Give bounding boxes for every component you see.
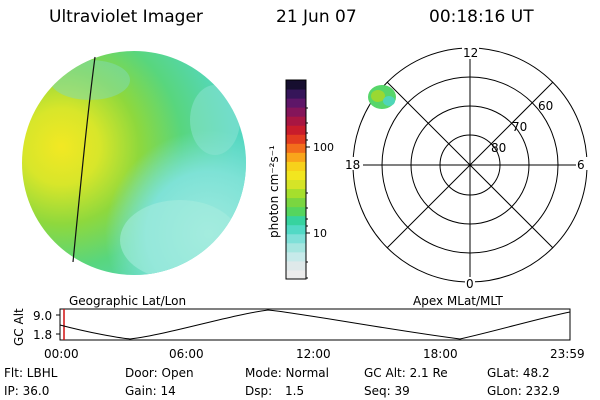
colorbar-cell	[286, 161, 306, 171]
polar-ring-label-70: 70	[512, 120, 527, 134]
x-tick-0600: 06:00	[169, 347, 204, 361]
time-label: 00:18:16 UT	[429, 7, 534, 27]
colorbar-cell	[286, 134, 306, 144]
colorbar-cell	[286, 224, 306, 235]
info-glon: GLon: 232.9	[487, 384, 560, 398]
date-label: 21 Jun 07	[276, 7, 357, 27]
colorbar-cell	[286, 197, 306, 208]
colorbar-cell	[286, 107, 306, 117]
polar-label-18: 18	[345, 158, 360, 172]
colorbar-cell	[286, 98, 306, 108]
colorbar-cell	[286, 269, 306, 280]
polar-label-0: 0	[466, 277, 474, 291]
apex-title: Apex MLat/MLT	[413, 294, 503, 308]
colorbar-cell	[286, 242, 306, 253]
info-gain: Gain: 14	[125, 384, 176, 398]
info-seq: Seq: 39	[364, 384, 410, 398]
info-filter: Flt: LBHL	[4, 366, 58, 380]
info-dsp-label: Dsp:	[245, 384, 273, 398]
info-door: Door: Open	[125, 366, 194, 380]
colorbar-cell	[286, 260, 306, 271]
colorbar-cell	[286, 215, 306, 226]
colorbar-cell	[286, 116, 306, 126]
colorbar-cell	[286, 170, 306, 180]
colorbar-cell	[286, 179, 306, 190]
colorbar-tick-100: 100	[313, 141, 334, 154]
info-mode: Mode: Normal	[245, 366, 329, 380]
x-tick-0000: 00:00	[44, 347, 79, 361]
x-tick-1800: 18:00	[423, 347, 458, 361]
colorbar-cell	[286, 251, 306, 262]
polar-ring-label-80: 80	[491, 141, 506, 155]
polar-label-6: 6	[577, 158, 585, 172]
colorbar-cell	[286, 80, 306, 90]
colorbar-cell	[286, 125, 306, 135]
info-gc-alt: GC Alt: 2.1 Re	[364, 366, 448, 380]
colorbar-cell	[286, 233, 306, 244]
y-tick-9: 9.0	[33, 309, 52, 323]
info-glat: GLat: 48.2	[487, 366, 550, 380]
y-axis-label: GC Alt	[12, 308, 26, 346]
polar-ring-label-60: 60	[538, 99, 553, 113]
aurora-spot	[368, 85, 396, 109]
colorbar-cell	[286, 206, 306, 217]
info-ip: IP: 36.0	[4, 384, 50, 398]
x-tick-1200: 12:00	[296, 347, 331, 361]
colorbar-cell	[286, 152, 306, 162]
colorbar-cell	[286, 89, 306, 99]
polar-label-12: 12	[463, 46, 478, 60]
colorbar-tick-10: 10	[313, 227, 327, 240]
x-tick-2359: 23:59	[550, 347, 585, 361]
y-tick-1-8: 1.8	[33, 328, 52, 342]
colorbar-unit-label: photon cm⁻²s⁻¹	[267, 145, 281, 238]
colorbar-cell	[286, 143, 306, 153]
instrument-title: Ultraviolet Imager	[49, 7, 203, 27]
colorbar-cell	[286, 188, 306, 199]
info-dsp-value: 1.5	[285, 384, 305, 398]
geographic-title: Geographic Lat/Lon	[69, 294, 187, 308]
